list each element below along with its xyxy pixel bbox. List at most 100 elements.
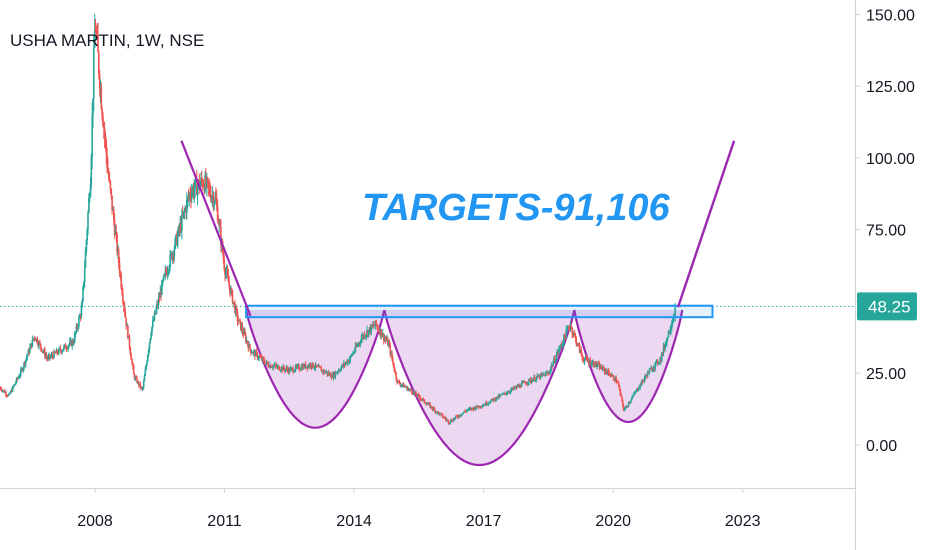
candle-body	[86, 229, 88, 241]
candle-body	[105, 141, 108, 155]
candle-body	[148, 342, 151, 350]
candle-body	[286, 368, 289, 370]
candle-body	[382, 333, 385, 341]
candle-body	[151, 326, 153, 334]
candle-body	[498, 395, 500, 397]
candle-body	[486, 404, 489, 406]
candle-body	[44, 350, 46, 357]
candle-body	[344, 363, 347, 365]
candle-body	[491, 398, 494, 400]
candle-body	[251, 352, 254, 354]
candle-body	[225, 272, 227, 275]
candle-body	[232, 302, 235, 304]
candle-body	[64, 344, 67, 349]
candle-body	[3, 390, 5, 393]
candle-body	[393, 367, 396, 372]
candle-body	[419, 397, 421, 400]
candle-body	[353, 351, 356, 353]
candle-body	[428, 403, 431, 405]
candle-body	[239, 319, 241, 321]
candle-body	[176, 234, 179, 245]
candle-body	[41, 351, 44, 352]
candle-body	[459, 415, 461, 416]
candle-body	[128, 336, 131, 348]
candle-body	[566, 329, 568, 330]
candle-body	[445, 418, 447, 420]
candle-body	[152, 320, 154, 327]
candle-body	[5, 392, 7, 395]
candle-body	[61, 350, 64, 353]
candle-body	[252, 351, 255, 354]
candle-body	[607, 370, 610, 374]
candle-body	[654, 363, 656, 369]
candle-body	[387, 338, 389, 346]
candle-body	[352, 353, 354, 356]
candle-body	[452, 418, 455, 422]
candle-body	[289, 368, 292, 372]
candle-body	[59, 348, 62, 351]
candle-body	[73, 342, 75, 344]
candle-body	[194, 180, 196, 189]
candle-body	[643, 378, 646, 381]
candle-body	[180, 223, 182, 231]
candle-body	[559, 345, 562, 347]
candle-body	[278, 365, 280, 370]
candle-body	[58, 348, 60, 354]
candle-body	[186, 197, 189, 200]
candle-body	[267, 363, 269, 367]
candle-body	[390, 352, 392, 355]
candle-body	[367, 329, 370, 336]
last-price-label: 48.25	[868, 297, 911, 316]
candle-body	[304, 363, 307, 368]
candle-body	[379, 329, 382, 335]
candle-body	[130, 354, 132, 360]
candle-body	[382, 333, 384, 336]
candle-body	[171, 253, 174, 260]
candle-body	[216, 205, 219, 222]
candle-body	[218, 222, 220, 224]
candle-body	[174, 238, 176, 249]
x-axis[interactable]: 2008 2011 2014 2017 2020 2023	[77, 488, 761, 530]
candle-body	[84, 251, 87, 268]
candle-body	[580, 349, 583, 355]
candle-body	[103, 125, 105, 129]
candle-body	[464, 411, 466, 412]
candle-body	[519, 387, 522, 388]
resistance-zone[interactable]	[245, 304, 714, 319]
candle-body	[158, 297, 161, 299]
candle-body	[371, 324, 373, 327]
candle-body	[153, 313, 156, 321]
candle-body	[446, 419, 449, 421]
candle-body	[637, 389, 640, 391]
candle-body	[669, 330, 671, 333]
candle-body	[552, 362, 554, 367]
candle-body	[646, 371, 649, 377]
candle-body	[516, 385, 519, 388]
candle-body	[546, 372, 548, 374]
candle-body	[87, 212, 89, 230]
candle-body	[15, 378, 18, 383]
candle-body	[420, 399, 422, 401]
projection-line[interactable]	[676, 140, 736, 308]
candle-body	[236, 311, 239, 321]
candle-body	[545, 372, 548, 374]
candle-body	[590, 364, 593, 366]
candle-body	[201, 181, 204, 187]
candle-body	[535, 377, 538, 381]
last-price-badge-bg	[857, 292, 917, 321]
downtrend-line[interactable]	[180, 140, 252, 317]
candle-body	[614, 377, 617, 381]
candle-body	[374, 320, 377, 326]
candle-body	[9, 393, 11, 395]
candle-body	[496, 396, 499, 399]
candle-body	[641, 380, 644, 381]
candle-body	[215, 197, 217, 199]
candle-body	[644, 375, 646, 379]
candle-body	[666, 338, 668, 345]
candle-body	[426, 403, 429, 405]
candle-body	[114, 231, 117, 235]
candle-body	[108, 179, 111, 181]
candle-body	[619, 389, 622, 395]
